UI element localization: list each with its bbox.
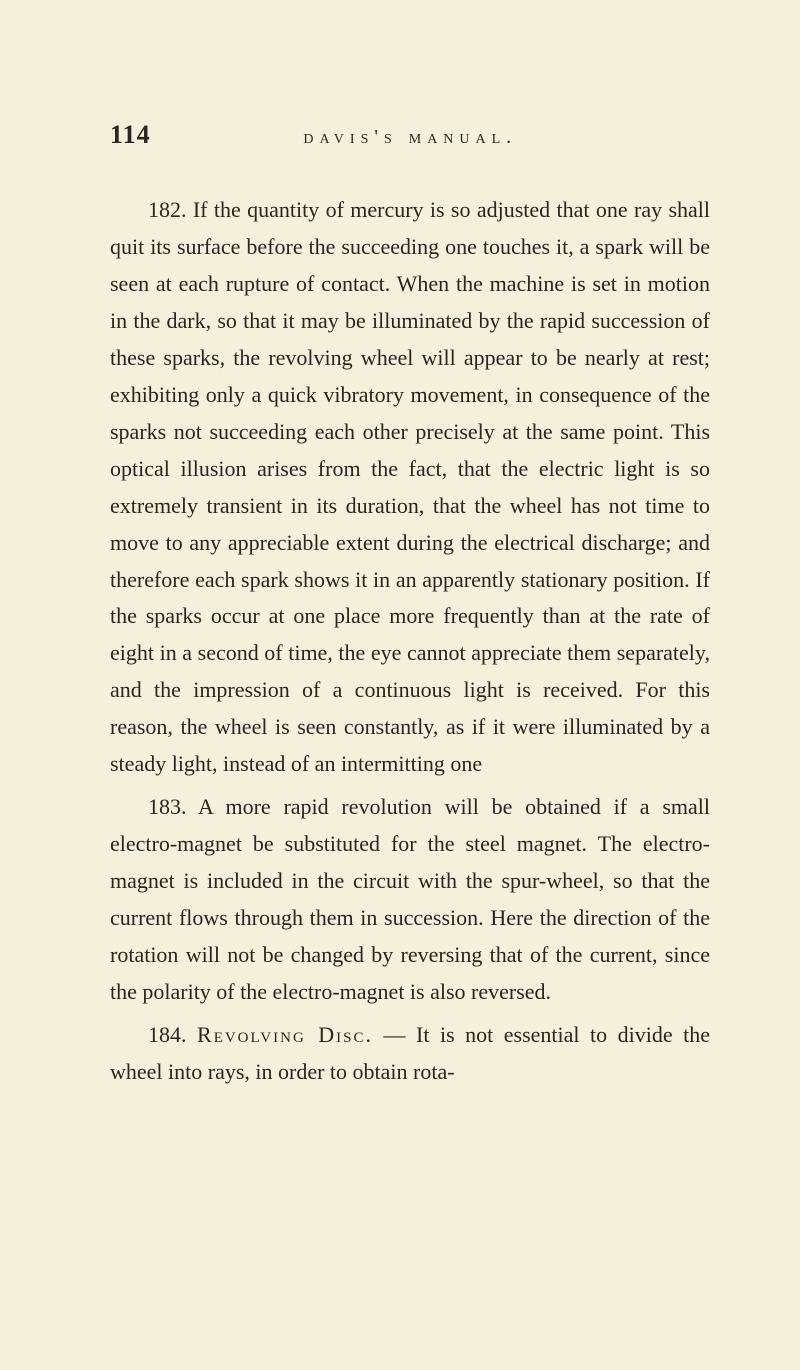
paragraph-182: 182. If the quantity of mercury is so ad…: [110, 192, 710, 783]
paragraph-184: 184. Revolving Disc. — It is not essenti…: [110, 1017, 710, 1091]
para-184-heading: Revolving Disc.: [197, 1022, 373, 1047]
para-184-prefix: 184.: [148, 1022, 197, 1047]
page-header: 114 davis's manual.: [110, 120, 710, 150]
paragraph-183: 183. A more rapid revolution will be obt…: [110, 789, 710, 1011]
running-title: davis's manual.: [151, 126, 710, 149]
page-content: 114 davis's manual. 182. If the quantity…: [0, 0, 800, 1157]
page-number: 114: [110, 120, 151, 150]
